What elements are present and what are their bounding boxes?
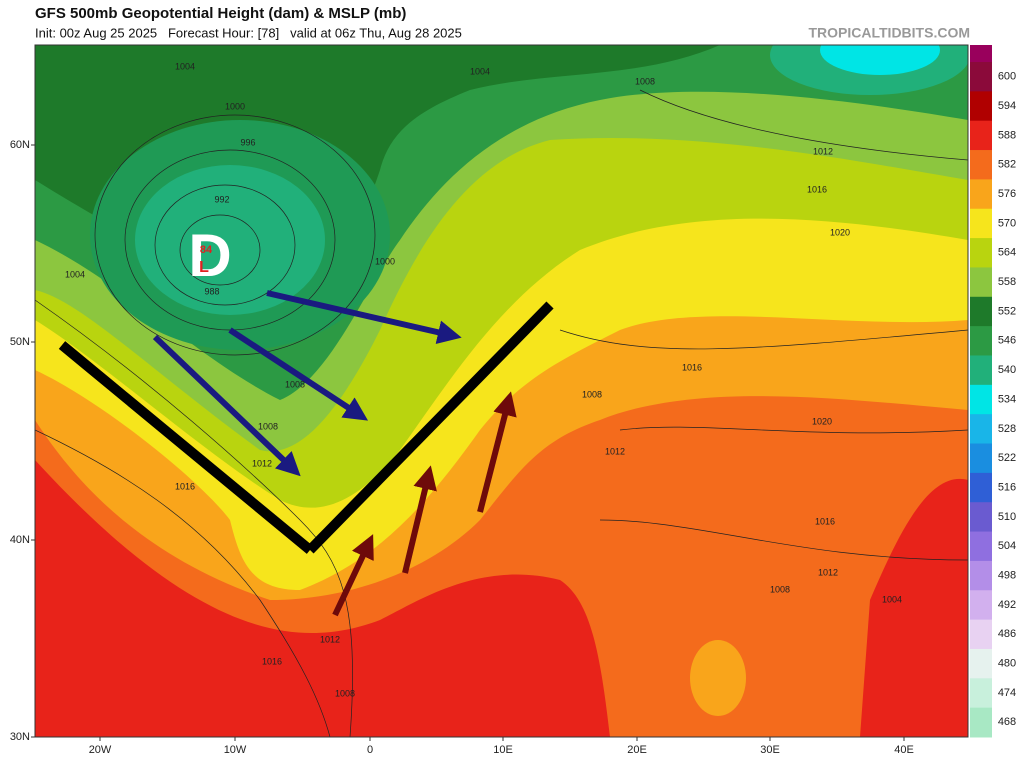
isobar-label: 1000 [375,256,395,266]
colorbar-swatch [970,91,992,122]
isobar-label: 1004 [470,66,490,76]
isobar-label: 1004 [882,594,902,604]
low-value: 84 [200,244,213,256]
map-frame [34,44,969,738]
isobar-label: 1008 [582,389,602,399]
map: D L 84 1004 1004 1008 1000 996 992 1012 1016 102… [35,45,968,737]
colorbar-label: 594 [998,100,1016,112]
isobar-label: 1016 [262,656,282,666]
lon-label: 0 [367,744,373,756]
colorbar-swatch [970,531,992,562]
colorbar-label: 498 [998,569,1016,581]
colorbar-swatch [970,296,992,327]
lon-label: 40E [894,744,914,756]
colorbar-swatch [970,707,992,738]
isobar-label: 1004 [65,269,85,279]
colorbar-swatch [970,267,992,298]
colorbar-label: 540 [998,364,1016,376]
colorbar-label: 510 [998,511,1016,523]
colorbar-swatch [970,62,992,92]
isobar-label: 1016 [682,362,702,372]
colorbar-label: 588 [998,129,1016,141]
colorbar-swatch [970,326,992,356]
isobar-label: 1012 [818,567,838,577]
colorbar-label: 474 [998,687,1016,699]
colorbar-label: 570 [998,217,1016,229]
lon-label: 10E [493,744,513,756]
colorbar-swatch [970,384,992,415]
colorbar-label: 534 [998,393,1016,405]
colorbar-swatch [970,120,992,151]
colorbar-label: 582 [998,159,1016,171]
colorbar-label: 552 [998,305,1016,317]
colorbar-label: 528 [998,423,1016,435]
low-marker: L [199,259,209,276]
isobar-label: 988 [204,286,219,296]
isobar-label: 1008 [285,379,305,389]
isobar-label: 1008 [635,76,655,86]
colorbar-label: 546 [998,335,1016,347]
isobar-label: 1008 [258,421,278,431]
isobar-label: 1000 [225,101,245,111]
colorbar-swatch [970,502,992,533]
colorbar-swatch [970,414,992,445]
colorbar-label: 576 [998,188,1016,200]
source: TROPICALTIDBITS.COM [808,25,970,41]
isobar-label: 992 [214,194,229,204]
isobar-label: 1012 [605,446,625,456]
isobar-label: 1008 [770,584,790,594]
colorbar-swatch [970,472,992,503]
colorbar-label: 522 [998,452,1016,464]
colorbar-label: 558 [998,276,1016,288]
colorbar-label: 468 [998,716,1016,728]
lon-label: 20W [89,744,112,756]
isobar-label: 1012 [320,634,340,644]
isobar-label: 1016 [807,184,827,194]
lon-label: 20E [627,744,647,756]
colorbar-label: 504 [998,540,1016,552]
colorbar-label: 600 [998,71,1016,83]
colorbar-swatch [970,238,992,268]
isobar-label: 1016 [815,516,835,526]
lon-label: 10W [224,744,247,756]
colorbar-swatch [970,619,992,650]
isobar-label: 1008 [335,688,355,698]
isobar-label: 1004 [175,61,195,71]
colorbar-label: 564 [998,247,1016,259]
colorbar-swatch [970,355,992,386]
colorbar-swatch [970,150,992,180]
colorbar-swatch [970,648,992,679]
isobar-label: 1012 [813,146,833,156]
lat-label: 30N [10,731,30,743]
isobar-label: 1012 [252,458,272,468]
colorbar-label: 486 [998,628,1016,640]
lat-label: 50N [10,336,30,348]
colorbar-swatch [970,208,992,239]
isobar-label: 996 [240,137,255,147]
isobar-label: 1016 [175,481,195,491]
annotation: D [188,222,231,289]
title: GFS 500mb Geopotential Height (dam) & MS… [35,5,406,22]
isobar-label: 1020 [812,416,832,426]
colorbar-swatch [970,560,992,591]
lon-label: 30E [760,744,780,756]
colorbar-label: 480 [998,658,1016,670]
colorbar-swatch [970,678,992,709]
colorbar-swatch [970,443,992,474]
isobar-label: 1020 [830,227,850,237]
lat-label: 40N [10,534,30,546]
colorbar-swatch [970,179,992,210]
colorbar-label: 492 [998,599,1016,611]
subtitle: Init: 00z Aug 25 2025 Forecast Hour: [78… [35,25,462,40]
lat-label: 60N [10,139,30,151]
colorbar-label: 516 [998,481,1016,493]
colorbar-top [970,45,992,62]
colorbar-swatch [970,590,992,621]
